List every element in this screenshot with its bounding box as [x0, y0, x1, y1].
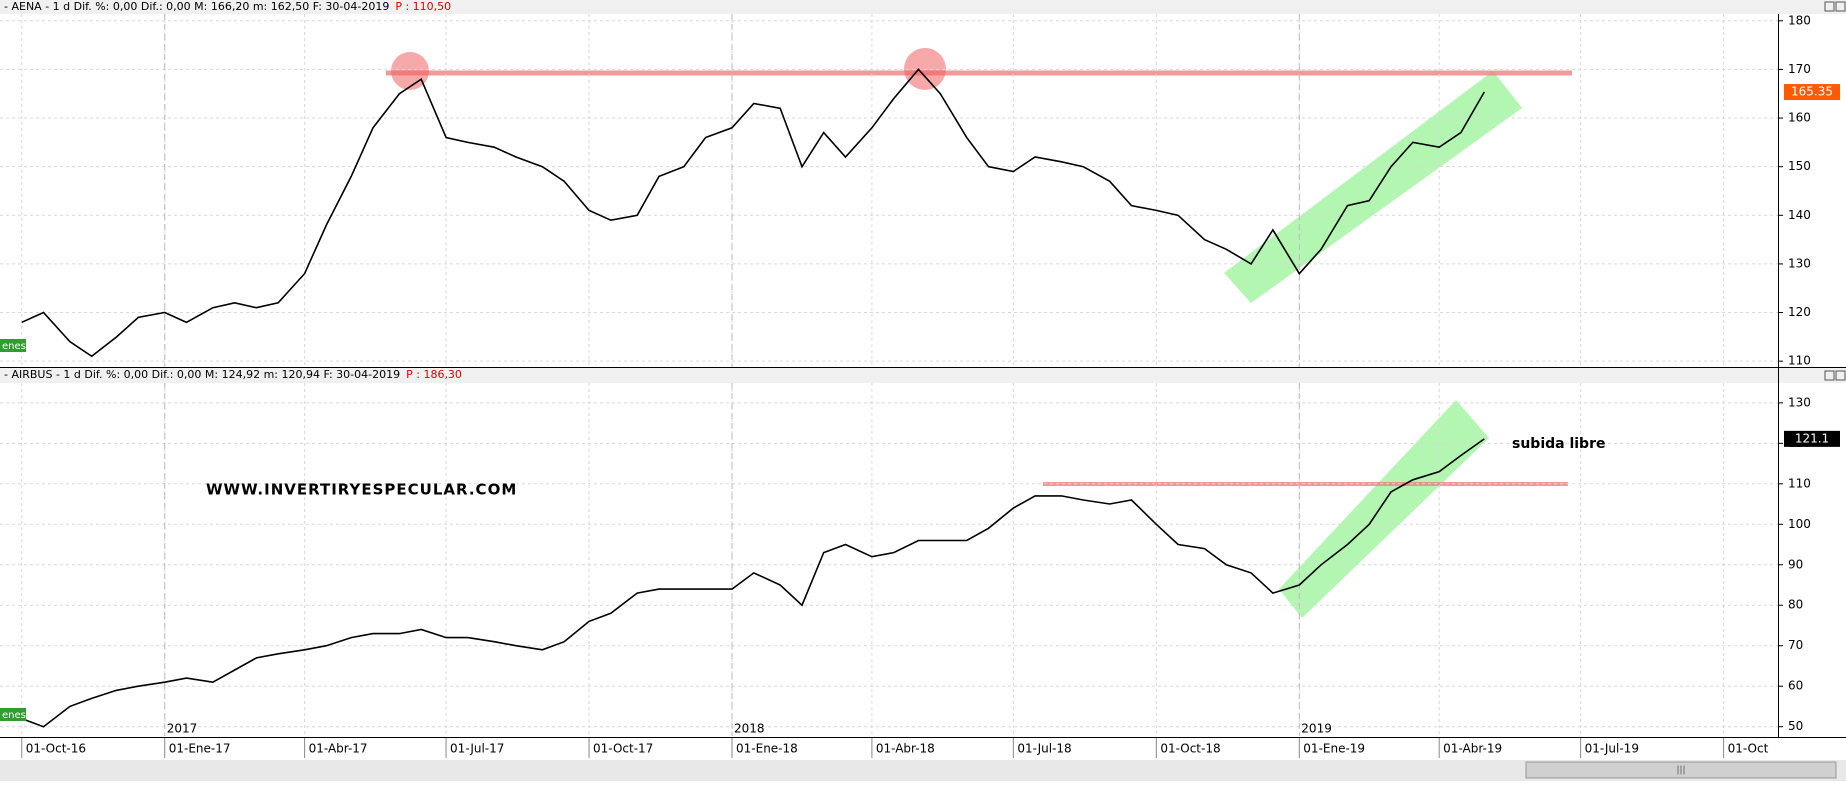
annotation: subida libre	[1512, 436, 1605, 452]
y-tick-label: 130	[1788, 395, 1811, 409]
panel-header: - AENA - 1 d Dif. %: 0,00 Dif.: 0,00 M: …	[4, 0, 451, 13]
y-tick-label: 140	[1788, 208, 1811, 222]
last-price-box	[1784, 84, 1840, 101]
x-tick-label: 01-Oct-17	[593, 742, 653, 756]
window-button[interactable]	[1824, 1, 1835, 12]
x-tick-label: 01-Oct-18	[1160, 742, 1220, 756]
scrollbar-thumb[interactable]	[1525, 761, 1837, 779]
y-tick-label: 110	[1788, 476, 1811, 490]
y-tick-label: 60	[1788, 679, 1803, 693]
trend-channel	[1224, 71, 1522, 303]
window-button[interactable]	[1835, 1, 1846, 12]
series-tag-label: enes	[2, 341, 26, 352]
x-tick-label: 01-Oct	[1728, 742, 1769, 756]
header-price: P : 186,30	[406, 368, 462, 381]
chart-layer: - AENA - 1 d Dif. %: 0,00 Dif.: 0,00 M: …	[0, 0, 1840, 758]
window-button[interactable]	[1835, 370, 1846, 381]
x-tick-label: 01-Abr-18	[876, 742, 935, 756]
header-price: P : 110,50	[395, 0, 451, 13]
scrollbar-grip: |||	[1676, 766, 1685, 776]
year-label: 2017	[167, 722, 198, 736]
x-tick-label: 01-Ene-17	[169, 742, 231, 756]
y-tick-label: 110	[1788, 354, 1811, 368]
header-bar	[0, 0, 1846, 14]
x-tick-label: 01-Oct-16	[26, 742, 86, 756]
y-tick-label: 90	[1788, 557, 1803, 571]
x-tick-label: 01-Jul-17	[450, 742, 504, 756]
header-info: - AIRBUS - 1 d Dif. %: 0,00 Dif.: 0,00 M…	[4, 368, 400, 381]
y-tick-label: 80	[1788, 598, 1803, 612]
x-tick-label: 01-Jul-18	[1017, 742, 1071, 756]
x-tick-label: 01-Abr-17	[309, 742, 368, 756]
y-tick-label: 150	[1788, 159, 1811, 173]
y-tick-label: 170	[1788, 62, 1811, 76]
x-tick-label: 01-Abr-19	[1443, 742, 1502, 756]
window-button[interactable]	[1824, 370, 1835, 381]
year-label: 2019	[1301, 722, 1332, 736]
header-info: - AENA - 1 d Dif. %: 0,00 Dif.: 0,00 M: …	[4, 0, 389, 13]
price-line	[21, 438, 1485, 728]
panel-header: - AIRBUS - 1 d Dif. %: 0,00 Dif.: 0,00 M…	[4, 368, 462, 381]
series-tag-label: enes	[2, 710, 26, 721]
last-price-label: 121.1	[1795, 431, 1829, 445]
year-label: 2018	[734, 722, 765, 736]
header-bar	[0, 368, 1846, 383]
series-tag	[0, 339, 26, 352]
last-price-box	[1784, 430, 1840, 447]
y-tick-label: 100	[1788, 517, 1811, 531]
y-tick-label: 130	[1788, 256, 1811, 270]
y-tick-label: 120	[1788, 305, 1811, 319]
price-line	[21, 68, 1485, 358]
watermark: WWW.INVERTIRYESPECULAR.COM	[206, 481, 517, 499]
y-tick-label: 160	[1788, 111, 1811, 125]
x-tick-label: 01-Ene-18	[736, 742, 798, 756]
series-tag	[0, 708, 26, 721]
x-tick-label: 01-Ene-19	[1303, 742, 1365, 756]
x-tick-label: 01-Jul-19	[1585, 742, 1639, 756]
last-price-label: 165.35	[1791, 85, 1833, 99]
scrollbar[interactable]	[0, 760, 1846, 781]
y-tick-label: 70	[1788, 638, 1803, 652]
trend-channel	[1279, 400, 1489, 618]
y-tick-label: 50	[1788, 719, 1803, 733]
y-tick-label: 180	[1788, 13, 1811, 27]
